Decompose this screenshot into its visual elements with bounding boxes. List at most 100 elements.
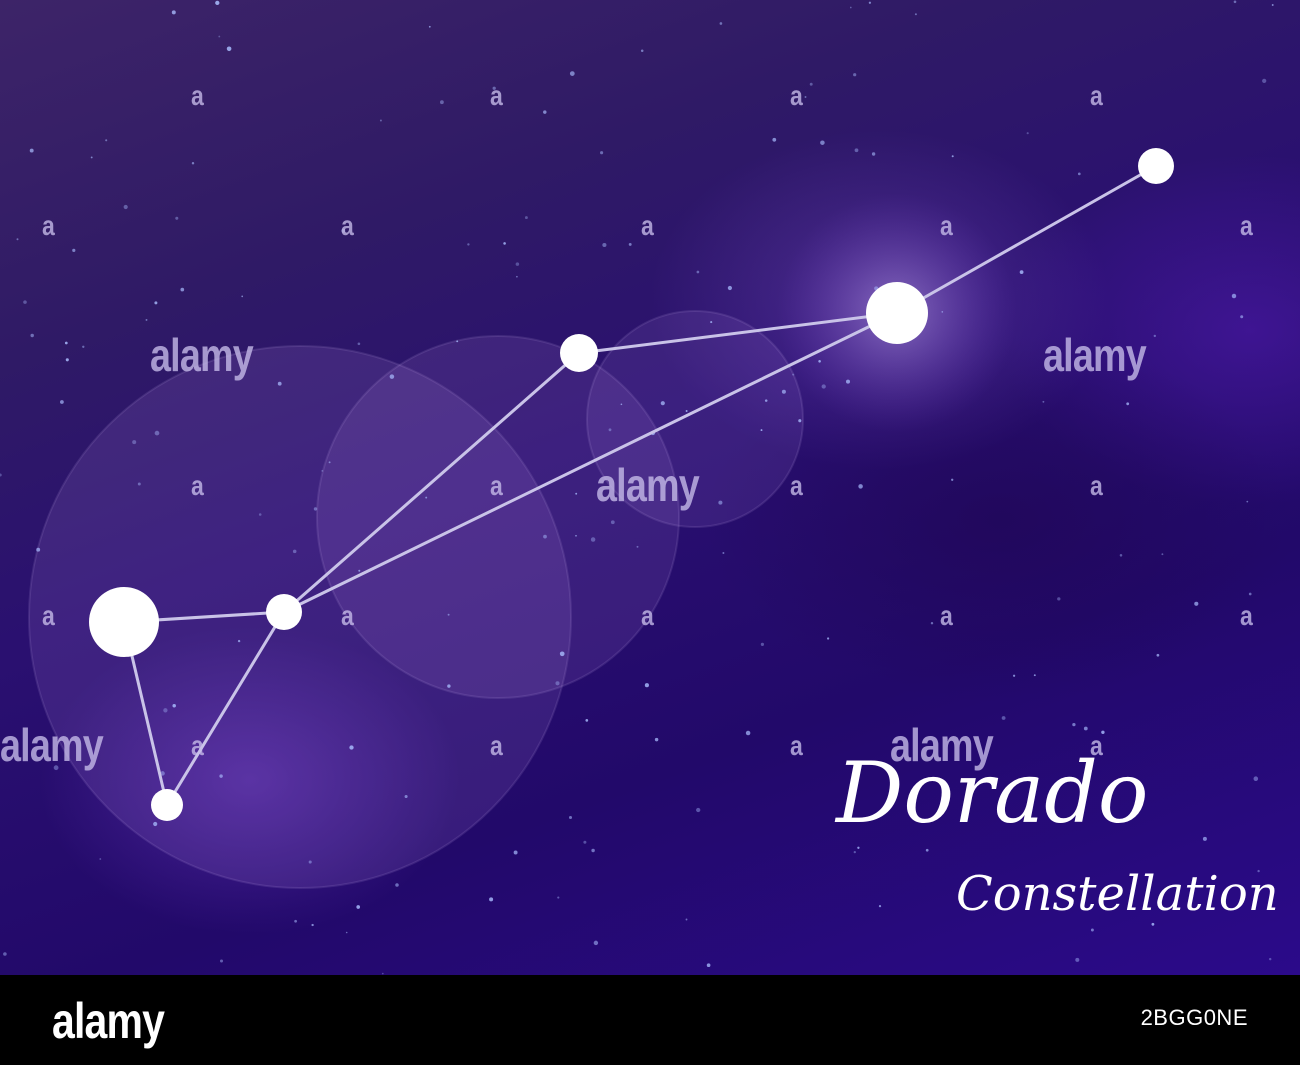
background-star xyxy=(798,419,802,423)
background-star xyxy=(154,301,158,305)
background-star xyxy=(745,730,751,736)
constellation-line xyxy=(282,311,899,614)
watermark-glyph: a xyxy=(341,600,354,631)
background-star xyxy=(277,381,282,386)
background-star xyxy=(1119,554,1123,557)
background-star xyxy=(82,345,85,348)
background-star xyxy=(951,155,954,158)
background-star xyxy=(575,492,578,495)
constellation-subtitle: Constellation xyxy=(956,866,1279,922)
background-star xyxy=(706,963,711,968)
background-star xyxy=(719,22,723,25)
background-star xyxy=(820,140,825,145)
constellation-lines xyxy=(122,164,1158,807)
background-star xyxy=(503,242,506,245)
background-star xyxy=(853,73,857,77)
constellation-illustration xyxy=(0,0,1274,975)
watermark-glyph: a xyxy=(790,470,803,501)
constellation-line xyxy=(165,610,286,807)
background-star xyxy=(258,513,262,516)
bokeh-circle-middle xyxy=(316,335,680,699)
background-star xyxy=(826,637,830,640)
background-star xyxy=(854,148,859,153)
background-star xyxy=(585,719,589,722)
watermark-glyph: a xyxy=(940,210,953,241)
background-star xyxy=(620,403,623,406)
background-star xyxy=(710,321,713,324)
background-star xyxy=(640,49,644,52)
background-star xyxy=(356,905,361,909)
background-star xyxy=(160,771,165,776)
background-star xyxy=(1083,726,1088,731)
watermark-glyph: a xyxy=(641,210,654,241)
background-star xyxy=(575,534,577,537)
background-star xyxy=(53,765,59,771)
background-star xyxy=(171,10,176,15)
background-star xyxy=(105,139,108,142)
watermark-glyph: a xyxy=(790,80,803,111)
background-star xyxy=(395,883,399,887)
watermark-glyph: a xyxy=(490,80,503,111)
background-star xyxy=(602,242,607,248)
background-star xyxy=(1151,922,1155,926)
background-star xyxy=(818,360,821,363)
watermark-glyph: a xyxy=(42,600,55,631)
background-star xyxy=(357,342,361,346)
background-star xyxy=(696,807,701,813)
background-star xyxy=(858,484,863,489)
watermark-text: alamy xyxy=(0,719,104,771)
background-star xyxy=(72,248,76,252)
background-star xyxy=(722,552,725,554)
background-star xyxy=(425,496,428,499)
background-star xyxy=(294,919,297,923)
watermark-text: alamy xyxy=(596,459,700,511)
background-star xyxy=(644,683,649,688)
background-star xyxy=(696,270,700,274)
background-star xyxy=(600,151,604,155)
watermark-glyph: a xyxy=(940,600,953,631)
background-star xyxy=(163,708,168,713)
background-star xyxy=(925,848,929,852)
background-star xyxy=(1268,957,1272,961)
background-star xyxy=(1194,601,1199,606)
background-star xyxy=(215,0,220,6)
background-star xyxy=(515,262,520,266)
background-star xyxy=(175,216,179,220)
background-star xyxy=(321,469,324,472)
background-star xyxy=(849,6,852,9)
stock-logo: alamy xyxy=(52,993,165,1049)
background-star xyxy=(608,428,612,432)
background-star xyxy=(760,429,763,432)
background-star xyxy=(404,794,408,799)
background-star xyxy=(772,137,777,142)
background-star xyxy=(1202,836,1207,841)
constellation-star xyxy=(266,594,302,630)
background-star xyxy=(226,46,232,52)
watermark-glyph: a xyxy=(191,470,204,501)
background-star xyxy=(951,478,954,481)
background-star xyxy=(868,1,872,4)
background-star xyxy=(1026,132,1029,135)
background-star xyxy=(1033,674,1036,677)
background-star xyxy=(29,148,34,153)
watermark-text: alamy xyxy=(150,329,254,381)
watermark-text: alamy xyxy=(890,719,994,771)
night-sky-background: alamy alamy alamy alamy alamy a a a a a a a a a a a a a a a… xyxy=(0,0,1300,975)
watermark-glyph: a xyxy=(42,210,55,241)
background-star xyxy=(516,275,518,278)
background-star xyxy=(1271,4,1274,6)
background-star xyxy=(1090,928,1094,932)
watermark-glyph: a xyxy=(1090,730,1103,761)
watermark-glyph: a xyxy=(490,730,503,761)
background-star xyxy=(568,815,573,820)
background-star xyxy=(857,846,860,849)
stock-footer-bar xyxy=(0,975,1300,1065)
background-star xyxy=(821,384,826,389)
background-star xyxy=(878,905,882,908)
background-star xyxy=(341,228,346,233)
background-star xyxy=(853,850,856,854)
background-star xyxy=(191,161,195,165)
constellation-stars xyxy=(89,148,1174,821)
background-star xyxy=(1248,592,1252,596)
